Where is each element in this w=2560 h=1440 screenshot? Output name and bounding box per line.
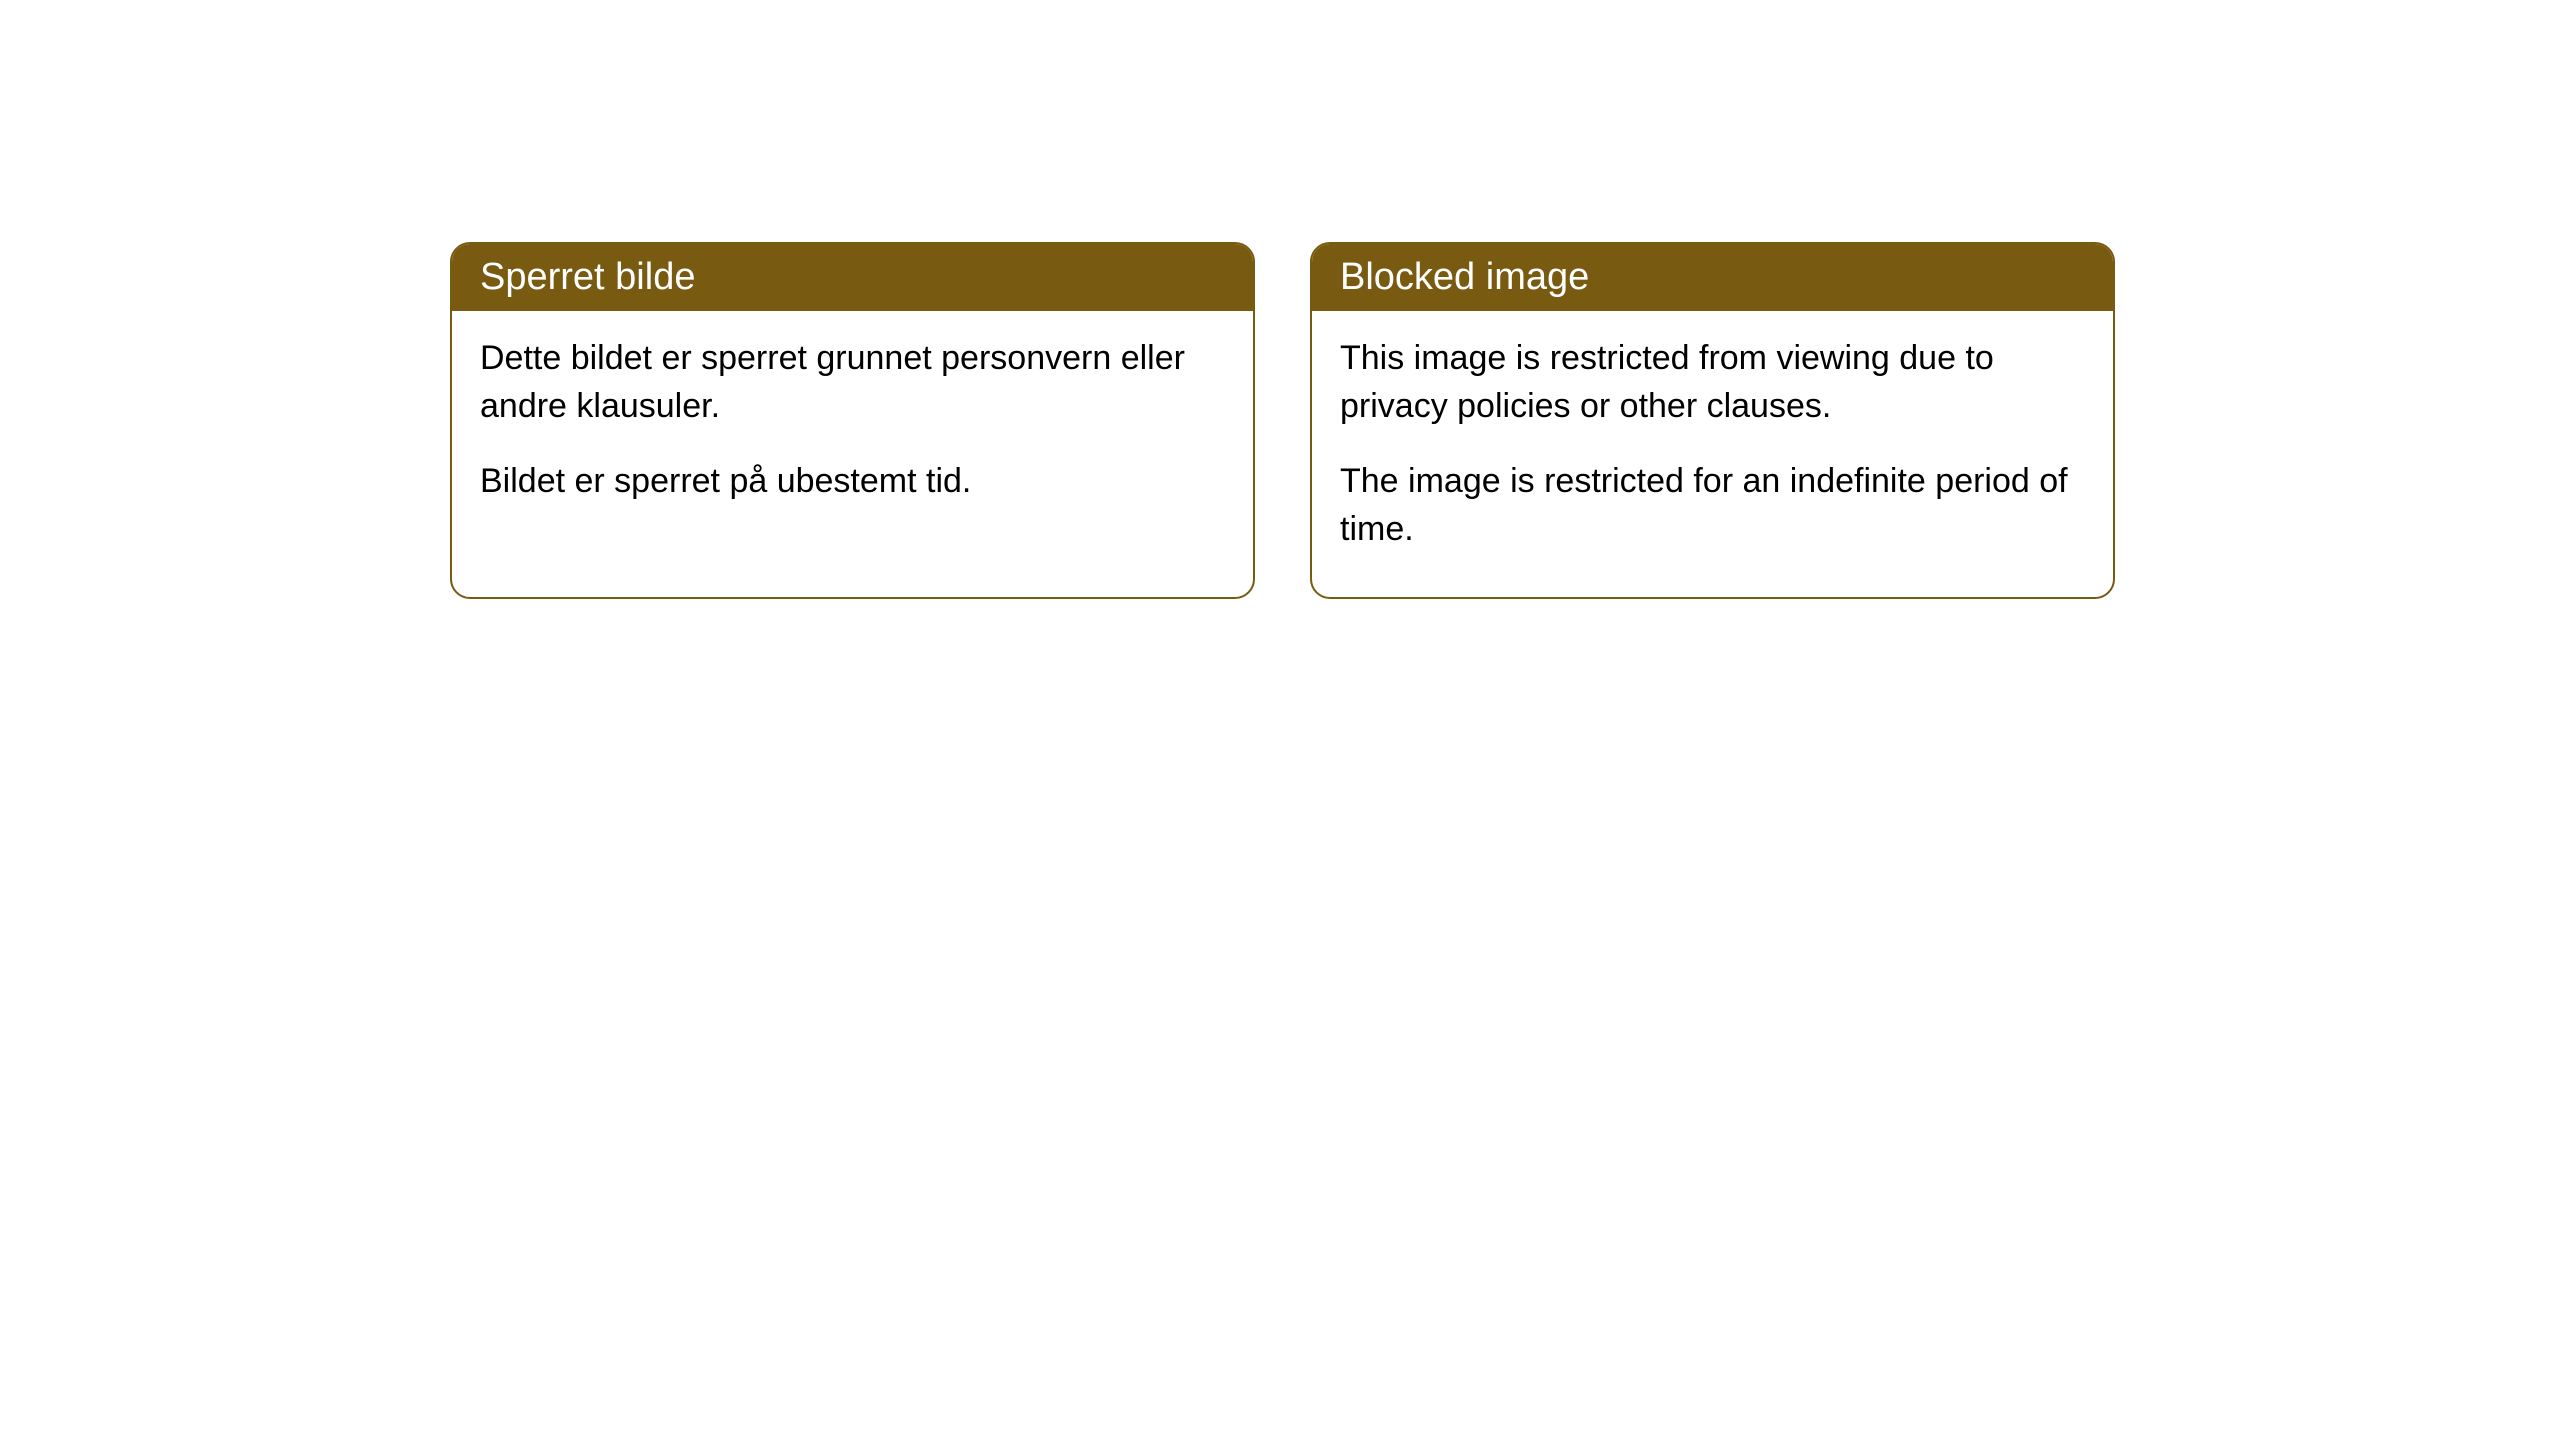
card-header: Blocked image <box>1312 244 2113 311</box>
card-paragraph: Bildet er sperret på ubestemt tid. <box>480 458 1225 506</box>
card-title: Blocked image <box>1340 256 1589 298</box>
card-paragraph: Dette bildet er sperret grunnet personve… <box>480 335 1225 430</box>
notice-cards-container: Sperret bilde Dette bildet er sperret gr… <box>450 242 2115 599</box>
blocked-image-card-norwegian: Sperret bilde Dette bildet er sperret gr… <box>450 242 1255 599</box>
card-paragraph: This image is restricted from viewing du… <box>1340 335 2085 430</box>
blocked-image-card-english: Blocked image This image is restricted f… <box>1310 242 2115 599</box>
card-header: Sperret bilde <box>452 244 1253 311</box>
card-paragraph: The image is restricted for an indefinit… <box>1340 458 2085 553</box>
card-body: This image is restricted from viewing du… <box>1312 311 2113 597</box>
card-title: Sperret bilde <box>480 256 695 298</box>
card-body: Dette bildet er sperret grunnet personve… <box>452 311 1253 550</box>
